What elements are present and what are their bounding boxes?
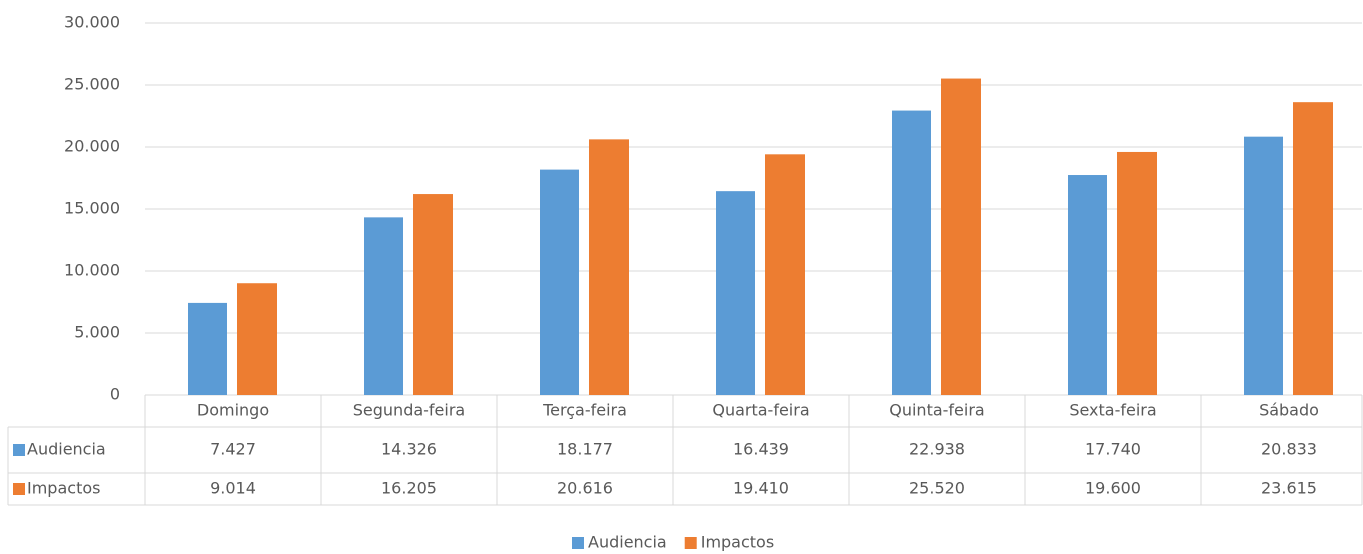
- bar: [364, 217, 403, 395]
- table-cell: 7.427: [210, 440, 256, 459]
- table-cell: 19.410: [733, 479, 789, 498]
- legend-key: [684, 537, 697, 549]
- table-cell: 20.616: [557, 479, 613, 498]
- bar: [413, 194, 453, 395]
- bar: [188, 302, 227, 395]
- x-tick-label: Domingo: [197, 401, 269, 420]
- x-tick-label: Quarta-feira: [712, 401, 809, 420]
- bar: [1244, 136, 1283, 395]
- y-tick-label: 20.000: [64, 137, 120, 156]
- bar: [765, 154, 805, 395]
- table-cell: 16.205: [381, 479, 437, 498]
- legend-label: Audiencia: [588, 533, 667, 552]
- bar: [892, 110, 931, 396]
- table-row-label: Impactos: [27, 479, 100, 498]
- table-cell: 17.740: [1085, 440, 1141, 459]
- bar: [540, 169, 579, 395]
- bar: [1117, 151, 1157, 395]
- legend-key: [572, 537, 584, 549]
- x-tick-label: Segunda-feira: [353, 401, 465, 420]
- table-cell: 14.326: [381, 440, 437, 459]
- bar: [237, 283, 277, 395]
- y-tick-label: 10.000: [64, 261, 120, 280]
- legend-label: Impactos: [701, 533, 774, 552]
- y-tick-label: 0: [110, 385, 120, 404]
- table-legend-key: [13, 483, 25, 495]
- bar: [1293, 102, 1333, 395]
- table-cell: 23.615: [1261, 479, 1317, 498]
- x-tick-label: Sábado: [1259, 401, 1319, 420]
- table-cell: 25.520: [909, 479, 965, 498]
- table-cell: 18.177: [557, 440, 613, 459]
- y-tick-label: 25.000: [64, 75, 120, 94]
- x-tick-label: Terça-feira: [542, 401, 627, 420]
- y-tick-label: 15.000: [64, 199, 120, 218]
- x-tick-label: Sexta-feira: [1069, 401, 1156, 420]
- table-cell: 9.014: [210, 479, 256, 498]
- bar: [589, 139, 629, 395]
- table-cell: 22.938: [909, 440, 965, 459]
- y-tick-label: 5.000: [74, 323, 120, 342]
- bar: [1068, 175, 1107, 395]
- table-cell: 19.600: [1085, 479, 1141, 498]
- bar: [941, 78, 981, 395]
- table-row-label: Audiencia: [27, 440, 106, 459]
- table-cell: 20.833: [1261, 440, 1317, 459]
- bar: [716, 191, 755, 395]
- table-cell: 16.439: [733, 440, 789, 459]
- table-legend-key: [13, 444, 25, 456]
- y-tick-label: 30.000: [64, 13, 120, 32]
- x-tick-label: Quinta-feira: [889, 401, 984, 420]
